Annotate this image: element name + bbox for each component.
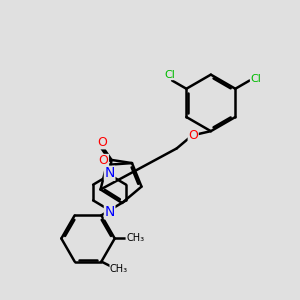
Text: N: N xyxy=(104,205,115,219)
Text: O: O xyxy=(188,129,198,142)
Text: O: O xyxy=(99,154,109,167)
Text: N: N xyxy=(104,166,115,180)
Text: O: O xyxy=(97,136,107,149)
Text: CH₃: CH₃ xyxy=(126,233,144,244)
Text: Cl: Cl xyxy=(250,74,261,83)
Text: CH₃: CH₃ xyxy=(110,264,128,274)
Text: Cl: Cl xyxy=(165,70,176,80)
